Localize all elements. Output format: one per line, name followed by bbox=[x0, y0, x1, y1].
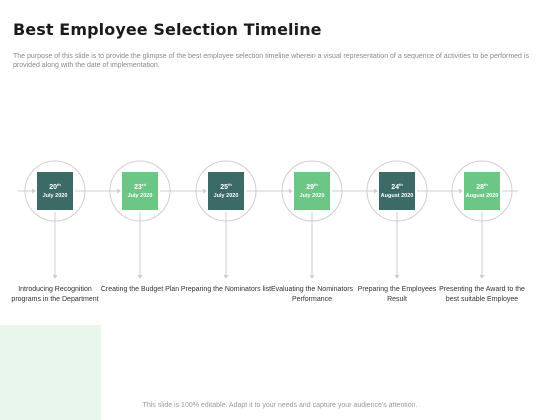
date-day-number: 29 bbox=[306, 183, 314, 191]
date-day-suffix: rd bbox=[141, 181, 146, 187]
arrow-head bbox=[459, 188, 463, 194]
arrow-head bbox=[289, 188, 293, 194]
drop-arrow-head bbox=[479, 275, 485, 279]
date-month: August 2020 bbox=[380, 192, 414, 199]
date-day: 20th bbox=[49, 181, 61, 192]
date-month: July 2020 bbox=[42, 192, 68, 199]
arrow-head bbox=[374, 188, 378, 194]
decorative-corner-block bbox=[0, 325, 101, 420]
drop-arrow-head bbox=[137, 275, 143, 279]
date-day: 29th bbox=[306, 181, 318, 192]
step-label: Preparing the Nominators list bbox=[180, 286, 272, 293]
date-box: 24th August 2020 bbox=[379, 172, 415, 210]
date-day-number: 25 bbox=[220, 183, 228, 191]
date-box: 28th August 2020 bbox=[464, 172, 500, 210]
date-month: August 2020 bbox=[465, 192, 499, 199]
step-label: Creating the Budget Plan bbox=[100, 286, 180, 293]
step-label: Introducing Recognition programs in the … bbox=[11, 286, 99, 303]
date-day-suffix: th bbox=[484, 181, 488, 187]
drop-arrow-head bbox=[394, 275, 400, 279]
date-day-number: 20 bbox=[49, 183, 57, 191]
step-label: Presenting the Award to the best suitabl… bbox=[439, 286, 525, 303]
date-day-suffix: th bbox=[57, 181, 61, 187]
date-month: July 2020 bbox=[213, 192, 239, 199]
page-subtitle: The purpose of this slide is to provide … bbox=[13, 53, 529, 69]
date-day-number: 24 bbox=[391, 183, 399, 191]
date-box: 23rd July 2020 bbox=[122, 172, 158, 210]
arrow-head bbox=[203, 188, 207, 194]
page-title: Best Employee Selection Timeline bbox=[13, 20, 322, 39]
date-day: 24th bbox=[391, 181, 403, 192]
date-day-number: 28 bbox=[476, 183, 484, 191]
drop-arrow-head bbox=[52, 275, 58, 279]
date-day: 25th bbox=[220, 181, 232, 192]
footer-note: This slide is 100% editable. Adapt it to… bbox=[142, 402, 418, 409]
date-box: 20th July 2020 bbox=[37, 172, 73, 210]
date-day-suffix: th bbox=[399, 181, 403, 187]
arrow-head bbox=[32, 188, 36, 194]
drop-arrow-head bbox=[309, 275, 315, 279]
step-label: Preparing the Employees Result bbox=[357, 286, 437, 303]
date-day: 23rd bbox=[134, 181, 146, 192]
date-box: 25th July 2020 bbox=[208, 172, 244, 210]
drop-arrow-head bbox=[223, 275, 229, 279]
date-box: 29th July 2020 bbox=[294, 172, 330, 210]
step-label: Evaluating the Nominators Performance bbox=[270, 286, 354, 303]
arrow-head bbox=[117, 188, 121, 194]
date-day: 28th bbox=[476, 181, 488, 192]
date-day-suffix: th bbox=[314, 181, 318, 187]
date-day-suffix: th bbox=[228, 181, 232, 187]
date-month: July 2020 bbox=[299, 192, 325, 199]
date-day-number: 23 bbox=[134, 183, 142, 191]
date-month: July 2020 bbox=[127, 192, 153, 199]
